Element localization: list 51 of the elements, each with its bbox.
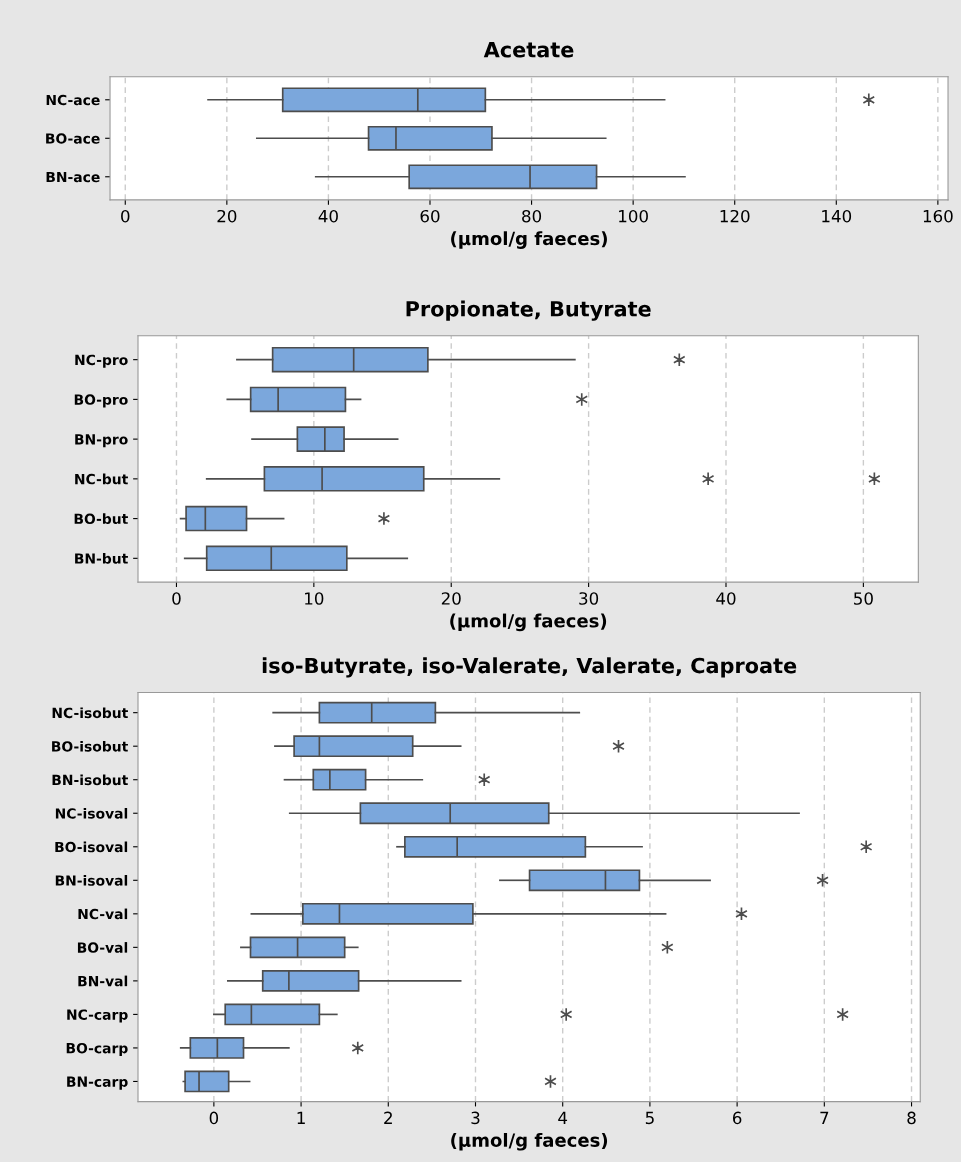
y-tick-label: BN-carp xyxy=(67,1076,128,1090)
x-axis-title: (µmol/g faeces) xyxy=(451,1132,608,1151)
y-tick-label: NC-isobut xyxy=(52,707,128,719)
x-tick-label: 50 xyxy=(854,592,873,605)
y-tick-label: BO-isoval xyxy=(55,841,128,853)
y-tick-label: BN-ace xyxy=(46,171,100,183)
y-tick-label: BN-val xyxy=(78,975,128,987)
y-tick-label: NC-carp xyxy=(67,1009,128,1023)
x-tick-label: 140 xyxy=(822,209,852,223)
x-tick-label: 5 xyxy=(645,1111,654,1125)
y-tick-label: BN-isobut xyxy=(52,774,128,786)
chart-title: iso-Butyrate, iso-Valerate, Valerate, Caproate xyxy=(262,657,797,678)
x-tick-label: 40 xyxy=(716,592,736,605)
y-tick-label: NC-but xyxy=(75,473,128,485)
x-tick-label: 7 xyxy=(820,1111,829,1124)
x-tick-label: 2 xyxy=(384,1111,392,1124)
x-tick-label: 0 xyxy=(121,209,130,223)
x-tick-label: 6 xyxy=(732,1111,742,1125)
x-tick-label: 3 xyxy=(471,1111,480,1125)
x-tick-label: 30 xyxy=(579,592,599,605)
x-tick-label: 0 xyxy=(209,1111,219,1125)
x-tick-label: 20 xyxy=(441,592,461,605)
x-tick-label: 40 xyxy=(318,209,338,223)
y-tick-label: BO-carp xyxy=(66,1042,128,1057)
x-tick-label: 20 xyxy=(217,209,237,223)
y-tick-label: BN-pro xyxy=(75,434,128,448)
x-tick-label: 0 xyxy=(172,592,181,605)
y-tick-label: BO-val xyxy=(77,942,128,953)
y-tick-label: NC-isoval xyxy=(55,807,128,819)
x-tick-label: 100 xyxy=(619,209,648,223)
y-tick-label: NC-pro xyxy=(75,354,128,368)
x-axis-title: (µmol/g faeces) xyxy=(451,231,607,249)
x-axis-title: (µmol/g faeces) xyxy=(450,613,607,632)
x-tick-label: 120 xyxy=(720,209,750,223)
y-tick-label: BO-pro xyxy=(74,394,128,408)
y-tick-label: BO-isobut xyxy=(52,740,128,752)
x-tick-label: 80 xyxy=(522,209,542,223)
y-tick-label: BO-but xyxy=(74,513,128,525)
y-tick-label: BN-isoval xyxy=(55,875,128,886)
y-tick-label: BO-ace xyxy=(46,133,100,144)
x-tick-label: 160 xyxy=(923,209,953,223)
y-tick-label: BN-but xyxy=(75,553,128,564)
y-tick-label: NC-val xyxy=(78,908,128,920)
x-tick-label: 8 xyxy=(907,1111,916,1125)
x-tick-label: 60 xyxy=(420,209,440,223)
chart-title: Acetate xyxy=(483,42,574,58)
x-tick-label: 4 xyxy=(558,1111,568,1124)
x-tick-label: 1 xyxy=(297,1111,305,1124)
y-tick-label: NC-ace xyxy=(46,94,100,106)
chart-title: Propionate, Butyrate xyxy=(406,300,651,321)
x-tick-label: 10 xyxy=(305,592,324,605)
